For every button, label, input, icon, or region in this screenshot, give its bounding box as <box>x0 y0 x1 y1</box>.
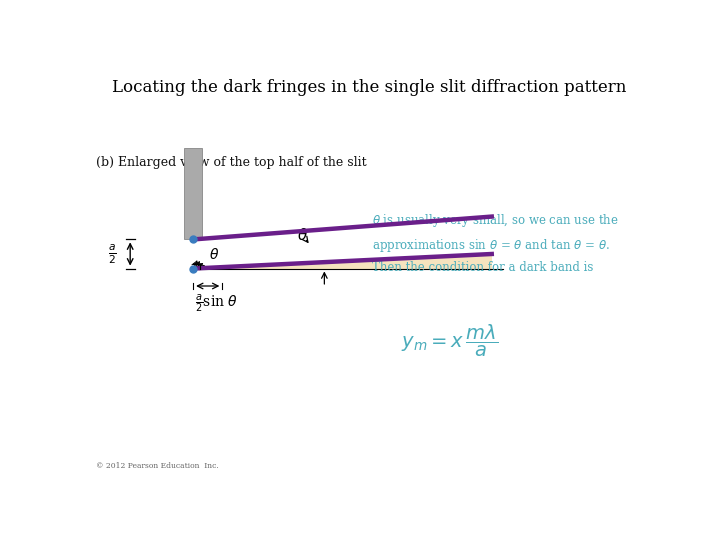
Text: (b) Enlarged view of the top half of the slit: (b) Enlarged view of the top half of the… <box>96 156 366 169</box>
Text: $\theta$ is usually very small, so we can use the
approximations sin $\theta$ = : $\theta$ is usually very small, so we ca… <box>372 212 618 274</box>
Polygon shape <box>193 254 492 268</box>
Text: Locating the dark fringes in the single slit diffraction pattern: Locating the dark fringes in the single … <box>112 79 626 96</box>
Text: $\theta$: $\theta$ <box>297 227 307 244</box>
Text: $\frac{a}{2}$sin $\theta$: $\frac{a}{2}$sin $\theta$ <box>194 292 238 314</box>
Text: © 2012 Pearson Education  Inc.: © 2012 Pearson Education Inc. <box>96 462 218 470</box>
Text: $\theta$: $\theta$ <box>210 247 220 262</box>
Text: $\frac{a}{2}$: $\frac{a}{2}$ <box>108 242 117 266</box>
Text: $y_m = x\,\dfrac{m\lambda}{a}$: $y_m = x\,\dfrac{m\lambda}{a}$ <box>401 322 498 359</box>
Bar <box>184 148 202 239</box>
